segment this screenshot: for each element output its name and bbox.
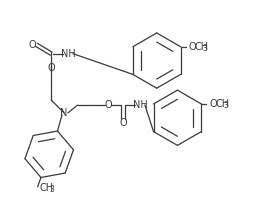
Text: N: N <box>60 108 68 118</box>
Text: CH: CH <box>215 99 229 109</box>
Text: O: O <box>48 63 55 74</box>
Text: NH: NH <box>133 100 147 110</box>
Text: 3: 3 <box>203 44 207 53</box>
Text: O: O <box>29 40 36 50</box>
Text: 3: 3 <box>49 185 54 194</box>
Text: O: O <box>105 100 112 110</box>
Text: CH: CH <box>40 183 54 193</box>
Text: NH: NH <box>61 49 75 59</box>
Text: O: O <box>119 118 127 128</box>
Text: O: O <box>209 99 217 109</box>
Text: O: O <box>189 42 196 52</box>
Text: 3: 3 <box>223 101 228 110</box>
Text: CH: CH <box>194 42 209 52</box>
